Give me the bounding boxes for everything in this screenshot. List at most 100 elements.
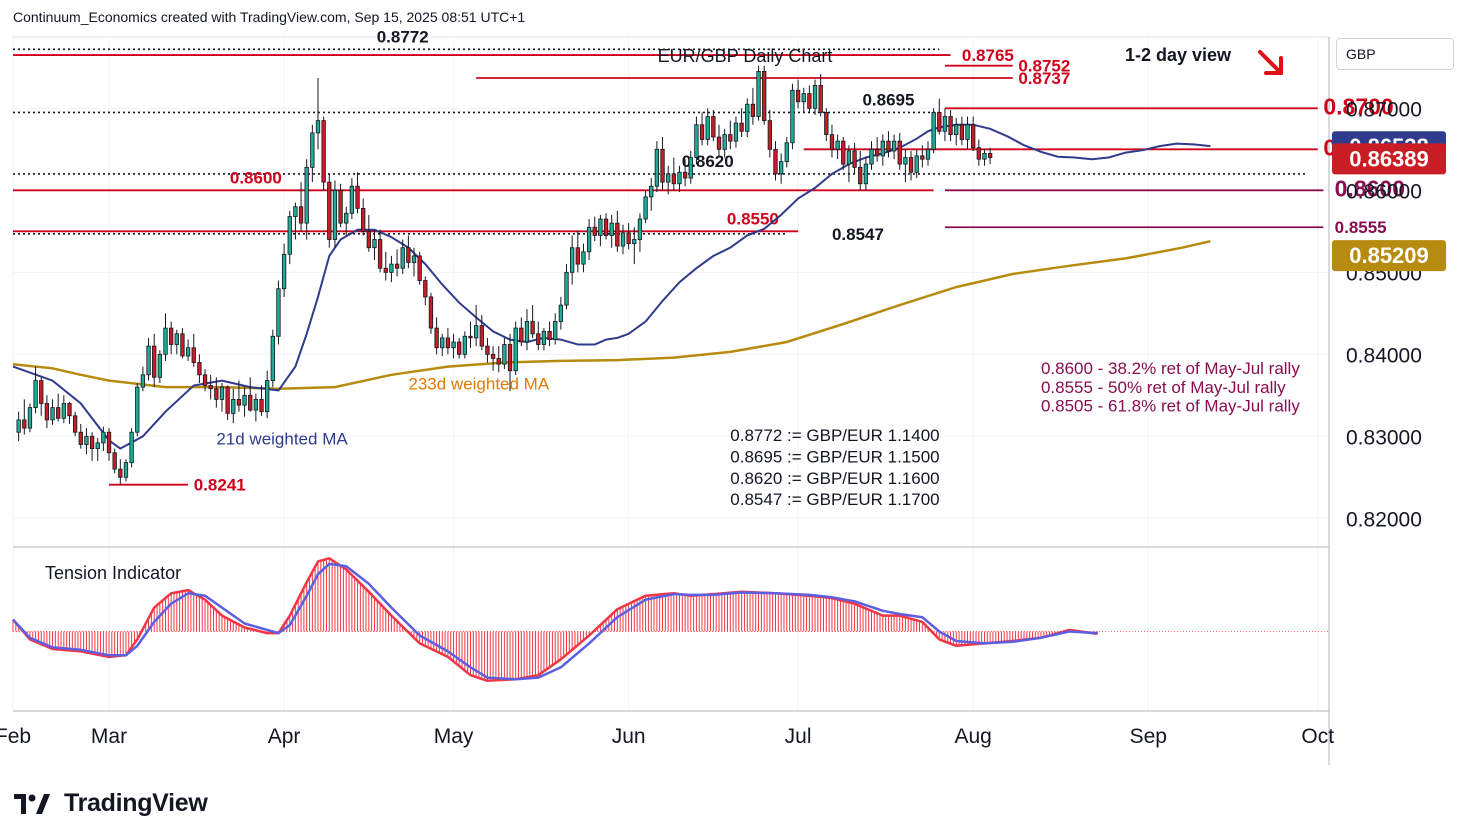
candle xyxy=(61,395,66,424)
candle xyxy=(197,354,202,384)
candle-body xyxy=(95,442,100,450)
candle-body xyxy=(682,171,688,179)
chart-annotation: 0.8600 - 38.2% ret of May-Jul rally xyxy=(1041,359,1300,378)
candle xyxy=(349,178,355,220)
candle xyxy=(338,183,343,228)
candle-body xyxy=(146,345,151,376)
candle xyxy=(67,401,72,425)
candle xyxy=(265,370,270,419)
candle-body xyxy=(468,335,473,339)
tension-indicator-title: Tension Indicator xyxy=(45,563,181,583)
candle xyxy=(976,139,981,166)
candle xyxy=(688,150,693,184)
candle xyxy=(530,305,535,338)
candle xyxy=(457,337,462,359)
candle-body xyxy=(699,124,705,140)
candle xyxy=(168,321,174,355)
candlestick-series[interactable] xyxy=(16,65,993,485)
candle xyxy=(16,411,21,442)
candle-body xyxy=(869,148,874,165)
candle xyxy=(434,317,439,355)
candle xyxy=(140,366,146,392)
candle xyxy=(807,85,812,113)
level-label: 0.8600 xyxy=(1335,175,1405,201)
candle-body xyxy=(89,435,95,450)
candle xyxy=(598,214,603,247)
candle xyxy=(626,223,631,250)
time-axis[interactable]: Feb Mar Apr May Jun Jul Aug Sep Oct xyxy=(0,725,1334,748)
candle-body xyxy=(78,431,83,445)
candle-body xyxy=(163,327,168,355)
candle xyxy=(462,331,467,359)
candle xyxy=(666,165,671,195)
symbol-currency-box[interactable]: GBP xyxy=(1336,38,1454,70)
candle-body xyxy=(507,344,513,372)
candle-body xyxy=(304,166,309,224)
candle xyxy=(733,116,739,148)
candle-body xyxy=(620,232,626,247)
candle xyxy=(118,459,123,485)
candle-body xyxy=(530,321,535,335)
candle-body xyxy=(225,386,230,414)
candle-body xyxy=(445,337,451,349)
candle-body xyxy=(609,222,614,236)
candle xyxy=(72,411,78,437)
candle xyxy=(773,141,778,181)
ma233-price-badge-box xyxy=(1332,240,1446,272)
candle-body xyxy=(954,124,959,135)
candle xyxy=(801,87,806,113)
candle xyxy=(620,224,626,255)
candle-body xyxy=(253,399,259,411)
candle xyxy=(824,108,829,142)
last-price-badge-box xyxy=(1332,143,1446,175)
candle-body xyxy=(716,136,722,150)
candle xyxy=(711,109,716,142)
candle-body xyxy=(745,103,750,132)
tradingview-logo[interactable]: TradingView xyxy=(14,786,208,820)
level-label: 0.8700 xyxy=(1323,93,1393,119)
candle xyxy=(536,321,541,351)
candle-body xyxy=(462,335,467,355)
candle xyxy=(705,108,710,146)
ma233-price-badge: 0.85209 xyxy=(1332,240,1446,272)
candle-body xyxy=(914,155,919,173)
candle-body xyxy=(197,362,202,376)
candle-body xyxy=(858,166,863,185)
candle-body xyxy=(344,212,349,224)
candle xyxy=(592,216,597,242)
tension-indicator-pane[interactable] xyxy=(12,557,1329,683)
candle xyxy=(790,83,795,150)
candle xyxy=(897,132,902,170)
candle-body xyxy=(711,116,716,138)
candle-body xyxy=(242,394,247,406)
header-credit: Continuum_Economics created with Trading… xyxy=(13,9,526,25)
candle xyxy=(310,124,315,183)
candle-body xyxy=(372,239,377,249)
candle-body xyxy=(931,112,936,150)
candle xyxy=(925,141,931,166)
candle-body xyxy=(586,226,592,253)
candle-body xyxy=(298,206,304,224)
candle xyxy=(259,385,264,416)
candle xyxy=(163,313,168,361)
candle xyxy=(795,79,801,109)
candle-body xyxy=(897,140,902,165)
candle xyxy=(649,178,654,211)
candle xyxy=(304,159,309,240)
candle xyxy=(829,124,835,158)
candle xyxy=(428,292,434,334)
candle-body xyxy=(733,122,739,142)
candle xyxy=(191,333,196,367)
price-axis-tick-label: 0.87000 xyxy=(1346,98,1422,121)
candle xyxy=(541,328,547,351)
level-label: 0.8737 xyxy=(1018,69,1070,88)
candle xyxy=(490,346,496,371)
candle-body xyxy=(575,247,580,265)
candle-body xyxy=(750,103,756,117)
candle xyxy=(208,374,213,400)
candle-body xyxy=(208,385,213,390)
candle xyxy=(417,251,422,285)
candle xyxy=(682,159,688,187)
candle xyxy=(547,321,552,347)
